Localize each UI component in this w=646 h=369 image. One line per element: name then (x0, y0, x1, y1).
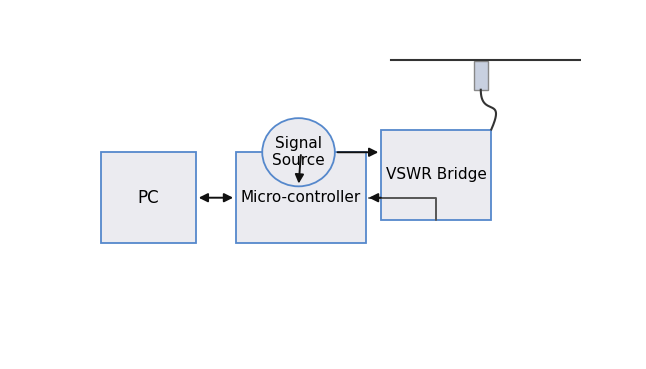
Text: Micro-controller: Micro-controller (241, 190, 361, 205)
FancyBboxPatch shape (101, 152, 196, 243)
Text: Signal
Source: Signal Source (272, 136, 325, 169)
Text: PC: PC (138, 189, 159, 207)
FancyBboxPatch shape (474, 61, 488, 90)
FancyBboxPatch shape (236, 152, 366, 243)
Ellipse shape (262, 118, 335, 186)
FancyBboxPatch shape (381, 130, 491, 220)
Text: VSWR Bridge: VSWR Bridge (386, 168, 486, 183)
